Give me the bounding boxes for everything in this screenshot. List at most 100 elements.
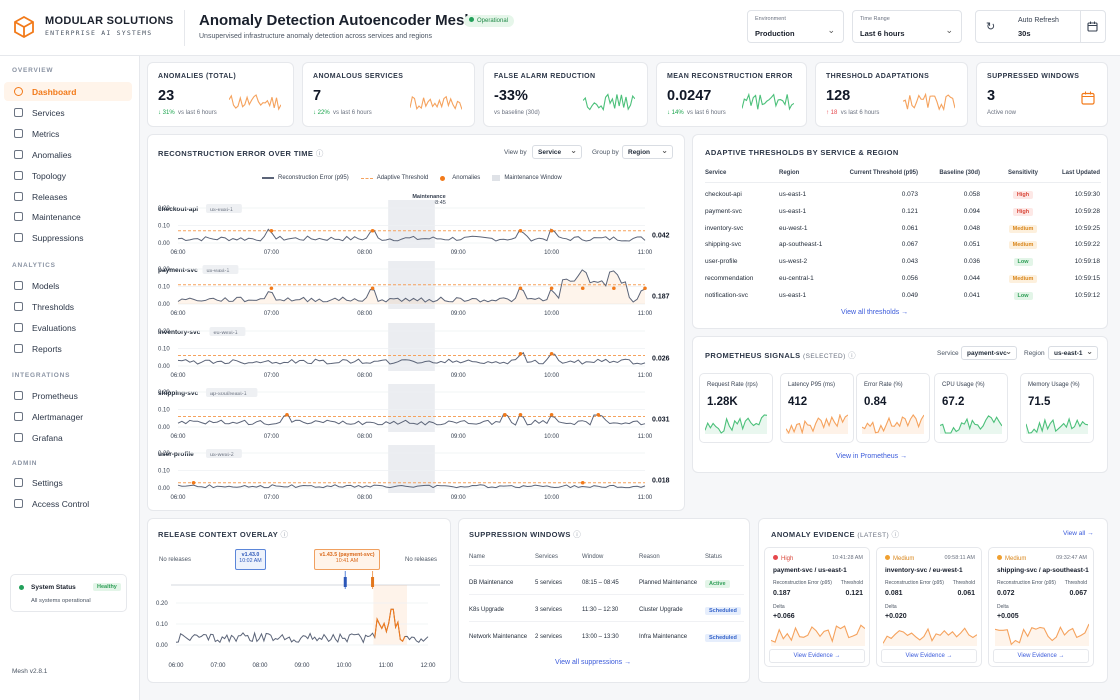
x-tick-label: 07:00	[264, 373, 280, 379]
sidebar-item-label: Maintenance	[32, 211, 81, 222]
viewby-label: View by	[504, 149, 527, 156]
sidebar-item-models[interactable]: Models	[4, 276, 132, 295]
y-tick-label: 0.20	[158, 390, 170, 396]
table-cell: 0.044	[963, 275, 980, 282]
sidebar-item-label: Releases	[32, 191, 68, 202]
delta-value: +0.005	[997, 613, 1019, 620]
service-select[interactable]: payment-svc	[961, 346, 1017, 360]
info-icon: ⓘ	[891, 530, 900, 539]
table-cell: eu-central-1	[779, 275, 814, 282]
anomaly-point	[285, 412, 289, 417]
release-tick	[343, 577, 347, 587]
anomaly-evidence-panel: ANOMALY EVIDENCE (LATEST) ⓘ View all → H…	[758, 518, 1108, 683]
groupby-select[interactable]: Region	[622, 145, 673, 159]
calendar-icon[interactable]	[1087, 21, 1098, 32]
view-evidence-button[interactable]: View Evidence →	[769, 649, 865, 663]
table-cell: 10:59:12	[1074, 291, 1100, 299]
table-cell: Network Maintenance	[469, 634, 528, 640]
kpi-delta: ↓ 14% vs last 6 hours	[667, 110, 726, 116]
x-tick-label: 10:00	[336, 663, 352, 669]
section-integrations: INTEGRATIONS	[12, 372, 71, 379]
signal-card[interactable]: Error Rate (%) 0.84	[856, 373, 930, 443]
status-badge: Operational	[464, 15, 515, 27]
signal-card[interactable]: Memory Usage (%) 71.5	[1020, 373, 1094, 443]
x-tick-label: 06:00	[168, 663, 184, 669]
sidebar-item-thresholds[interactable]: Thresholds	[4, 297, 132, 316]
x-tick-label: 07:00	[264, 250, 280, 256]
signal-card[interactable]: Latency P95 (ms) 412	[780, 373, 854, 443]
table-row-cell: user-profile	[705, 258, 775, 265]
sidebar-item-prometheus[interactable]: Prometheus	[4, 386, 132, 405]
sensitivity-pill: Low	[1013, 291, 1033, 300]
viewby-select[interactable]: Service	[532, 145, 582, 159]
release-marker-v1-43-5[interactable]: v1.43.5 (payment-svc) 10:41 AM	[314, 549, 380, 570]
signal-card[interactable]: Request Rate (rps) 1.28K	[699, 373, 773, 443]
environment-select[interactable]: Environment Production ⌄	[747, 10, 844, 43]
column-header: Status	[705, 554, 723, 560]
signal-card[interactable]: CPU Usage (%) 67.2	[934, 373, 1008, 443]
y-tick-label: 0.00	[158, 241, 170, 247]
x-tick-label: 10:00	[544, 495, 560, 501]
sidebar-item-dashboard[interactable]: Dashboard	[4, 82, 132, 101]
view-all-suppressions-link[interactable]: View all suppressions →	[555, 659, 632, 666]
status-dot	[19, 585, 24, 590]
refresh-interval[interactable]: 30s	[1018, 29, 1031, 38]
sidebar-item-maintenance[interactable]: Maintenance	[4, 207, 132, 226]
sidebar-item-alertmanager[interactable]: Alertmanager	[4, 407, 132, 426]
current-value: 0.187	[652, 293, 670, 300]
suppression-windows-panel: SUPPRESSION WINDOWS ⓘ Name Services Window…	[458, 518, 750, 683]
refresh-icon[interactable]: ↻	[986, 21, 996, 33]
table-row-cell: Medium	[998, 241, 1048, 250]
sidebar-item-metrics[interactable]: Metrics	[4, 124, 132, 143]
sparkline	[939, 415, 1003, 434]
table-row-cell: 0.041	[930, 292, 980, 299]
sidebar-item-releases[interactable]: Releases	[4, 187, 132, 206]
sidebar-item-reports[interactable]: Reports	[4, 339, 132, 358]
threshold-value: 0.061	[957, 590, 975, 597]
x-tick-label: 08:00	[357, 373, 373, 379]
region-label: ap-southeast-1	[210, 391, 247, 397]
region-select[interactable]: us-east-1	[1048, 346, 1098, 360]
view-all-evidence-link[interactable]: View all →	[1063, 530, 1094, 537]
sidebar-item-evaluations[interactable]: Evaluations	[4, 318, 132, 337]
x-tick-label: 09:00	[451, 495, 467, 501]
sidebar-item-grafana[interactable]: Grafana	[4, 428, 132, 447]
anomaly-point	[612, 286, 616, 291]
status-badge: Healthy	[93, 583, 121, 591]
sidebar-item-settings[interactable]: Settings	[4, 473, 132, 492]
view-evidence-button[interactable]: View Evidence →	[881, 649, 977, 663]
sidebar-item-suppressions[interactable]: Suppressions	[4, 228, 132, 247]
table-row-cell: inventory-svc	[705, 225, 775, 232]
kpi-card: SUPPRESSED WINDOWS 3 Active now	[976, 62, 1108, 127]
release-marker-v1-43-0[interactable]: v1.43.0 10:02 AM	[235, 549, 266, 570]
x-tick-label: 07:00	[264, 311, 280, 317]
delta-value: +0.020	[885, 613, 907, 620]
view-all-thresholds-link[interactable]: View all thresholds →	[841, 309, 909, 316]
error-value: 0.072	[997, 590, 1015, 597]
view-in-prometheus-link[interactable]: View in Prometheus →	[836, 453, 908, 460]
table-cell: 0.094	[963, 207, 980, 215]
x-tick-label: 11:00	[638, 373, 653, 379]
table-row-cell: notification-svc	[705, 292, 775, 299]
region-tag	[202, 265, 239, 274]
sidebar-item-access-control[interactable]: Access Control	[4, 494, 132, 513]
x-tick-label: 06:00	[170, 311, 186, 317]
auto-refresh-control: ↻ Auto Refresh 30s	[975, 10, 1106, 43]
divider	[469, 621, 744, 622]
series-line	[177, 351, 646, 365]
time-range-select[interactable]: Time Range Last 6 hours ⌄	[852, 10, 962, 43]
kpi-title: FALSE ALARM REDUCTION	[494, 73, 596, 80]
sidebar-item-anomalies[interactable]: Anomalies	[4, 145, 132, 164]
table-row-cell: Network Maintenance	[469, 634, 527, 640]
refresh-label: Auto Refresh	[1018, 17, 1059, 24]
table-cell: 13:00 – 13:30	[582, 634, 619, 640]
view-evidence-button[interactable]: View Evidence →	[993, 649, 1089, 663]
series-name: user-profile	[158, 451, 194, 458]
series-name: inventory-svc	[158, 329, 201, 336]
kpi-delta: ↑ 18 vs last 6 hours	[826, 110, 880, 116]
sidebar-item-topology[interactable]: Topology	[4, 166, 132, 185]
column-header: Sensitivity	[1007, 170, 1038, 176]
sidebar-item-services[interactable]: Services	[4, 103, 132, 122]
header-cell: Service	[705, 170, 775, 176]
kpi-title: MEAN RECONSTRUCTION ERROR	[667, 73, 793, 80]
